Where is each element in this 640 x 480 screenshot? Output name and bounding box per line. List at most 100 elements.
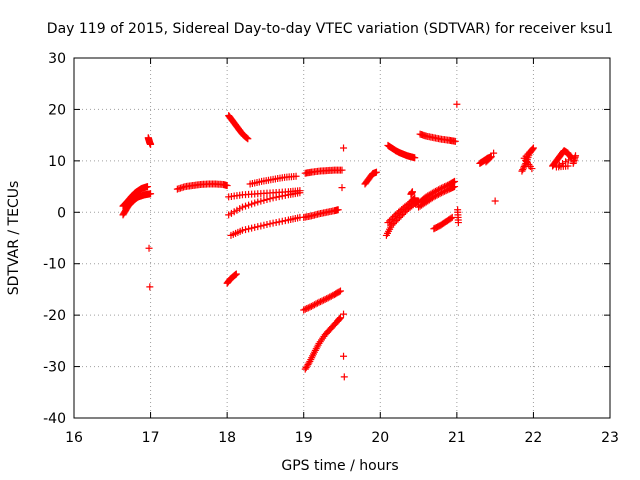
- series-arc-17: [384, 141, 419, 162]
- x-tick-label: 20: [371, 430, 389, 446]
- data-point: [436, 190, 444, 198]
- axis-ticks: [73, 57, 611, 419]
- data-point: [438, 189, 446, 197]
- series-arc-28: [518, 144, 537, 175]
- data-point: [238, 226, 246, 234]
- data-point: [338, 166, 346, 174]
- data-point: [395, 213, 403, 221]
- x-tick-label: 19: [295, 430, 313, 446]
- data-point: [389, 220, 397, 228]
- series-arc-12: [300, 206, 342, 221]
- data-point: [483, 157, 491, 165]
- data-point: [242, 202, 250, 210]
- data-point: [323, 295, 331, 303]
- series-arc-18: [382, 197, 423, 239]
- data-point: [336, 287, 344, 295]
- data-point: [340, 144, 348, 152]
- data-point: [263, 196, 271, 204]
- y-tick-label: -10: [43, 257, 66, 273]
- x-tick-label: 21: [448, 430, 466, 446]
- data-point: [520, 163, 528, 171]
- data-point: [248, 224, 256, 232]
- data-point: [385, 217, 393, 225]
- data-point: [257, 222, 265, 230]
- data-point: [320, 296, 328, 304]
- data-point: [223, 182, 231, 190]
- data-point: [313, 299, 321, 307]
- data-point: [528, 165, 536, 173]
- x-tick-labels: 16 17 18 19 20 21 22 23: [65, 430, 619, 446]
- data-point: [260, 196, 268, 204]
- series-arc-13: [300, 287, 344, 314]
- data-point: [340, 310, 348, 318]
- x-tick-label: 18: [218, 430, 236, 446]
- y-tick-label: 20: [48, 102, 66, 118]
- series-arc-29: [549, 147, 576, 171]
- series-arc-4: [173, 180, 231, 193]
- data-point: [292, 172, 300, 180]
- data-point: [482, 158, 490, 166]
- data-point: [394, 215, 402, 223]
- data-point: [372, 168, 380, 176]
- series-arc-8: [225, 187, 304, 201]
- data-point: [310, 301, 318, 309]
- data-point: [387, 215, 395, 223]
- data-point: [410, 195, 418, 203]
- y-axis-label: SDTVAR / TECUs: [6, 181, 22, 296]
- data-point: [254, 198, 262, 206]
- data-point: [439, 188, 447, 196]
- data-point: [490, 149, 498, 157]
- data-point: [243, 134, 251, 142]
- x-tick-label: 16: [65, 430, 83, 446]
- data-point: [441, 187, 449, 195]
- data-point: [391, 218, 399, 226]
- series-arc-15: [338, 144, 348, 381]
- series-arc-19: [384, 194, 419, 227]
- data-point: [244, 135, 252, 143]
- y-tick-label: -30: [43, 360, 66, 376]
- series-arc-11: [301, 166, 346, 177]
- data-point: [266, 220, 274, 228]
- data-point: [145, 244, 153, 252]
- x-tick-label: 22: [525, 430, 543, 446]
- data-point: [408, 188, 416, 196]
- data-point: [306, 303, 314, 311]
- data-point: [327, 292, 335, 300]
- data-point: [301, 305, 309, 313]
- data-point: [388, 221, 396, 229]
- data-point: [312, 300, 320, 308]
- series-arc-24: [430, 213, 456, 233]
- x-tick-label: 23: [601, 430, 619, 446]
- data-point: [389, 214, 397, 222]
- y-tick-label: -20: [43, 308, 66, 324]
- chart-title: Day 119 of 2015, Sidereal Day-to-day VTE…: [47, 21, 613, 37]
- data-point: [317, 298, 325, 306]
- data-point: [336, 314, 344, 322]
- series-arc-2: [119, 183, 152, 210]
- data-point: [451, 183, 459, 191]
- series-arc-16: [361, 168, 380, 188]
- series-arc-22: [416, 177, 459, 206]
- data-point: [269, 219, 277, 227]
- data-point: [146, 283, 154, 291]
- data-point: [300, 306, 308, 314]
- data-point: [251, 199, 259, 207]
- data-point: [278, 217, 286, 225]
- series-arc-30: [569, 152, 580, 167]
- data-point: [147, 140, 155, 148]
- data-point: [245, 201, 253, 209]
- data-point: [409, 196, 417, 204]
- data-point: [275, 218, 283, 226]
- data-point: [397, 212, 405, 220]
- data-point: [326, 293, 334, 301]
- series-arc-26: [476, 153, 495, 167]
- data-point: [491, 197, 499, 205]
- series-arc-25: [453, 100, 462, 227]
- data-point: [238, 203, 246, 211]
- plot-frame: [73, 57, 611, 419]
- data-point: [260, 221, 268, 229]
- data-point: [336, 314, 344, 322]
- data-point: [340, 352, 348, 360]
- data-point: [254, 223, 262, 231]
